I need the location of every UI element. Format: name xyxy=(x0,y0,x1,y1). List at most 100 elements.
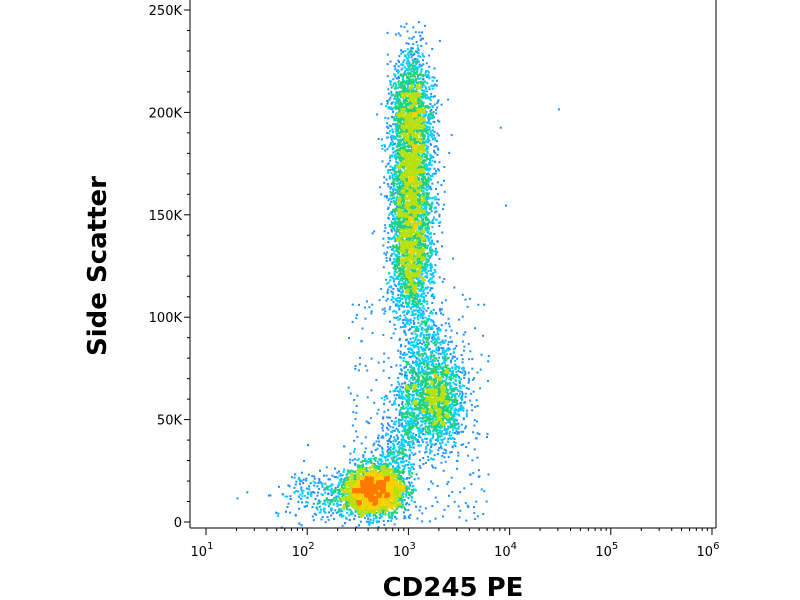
event-dot xyxy=(306,496,309,499)
event-dot xyxy=(325,499,328,502)
event-dot xyxy=(408,355,411,358)
event-dot xyxy=(393,261,396,264)
event-dot xyxy=(425,121,428,124)
event-dot xyxy=(389,259,392,262)
event-dot xyxy=(435,112,438,115)
event-dot xyxy=(403,59,406,62)
event-dot xyxy=(418,238,421,241)
event-dot xyxy=(406,75,409,78)
event-dot xyxy=(351,320,354,323)
event-dot xyxy=(441,361,444,364)
event-dot xyxy=(429,142,432,145)
event-dot xyxy=(391,262,394,265)
event-dot xyxy=(454,379,457,381)
event-dot xyxy=(451,428,454,431)
event-dot xyxy=(409,483,412,486)
event-dot xyxy=(430,340,433,343)
event-dot xyxy=(405,87,408,90)
event-dot xyxy=(406,226,409,229)
event-dot xyxy=(422,162,425,165)
event-dot xyxy=(325,466,328,469)
event-dot xyxy=(422,121,425,124)
event-dot xyxy=(425,376,428,379)
event-dot xyxy=(457,426,460,429)
event-dot xyxy=(386,207,389,210)
event-dot xyxy=(431,182,434,185)
event-dot xyxy=(388,439,390,442)
event-dot xyxy=(397,92,399,95)
event-dot xyxy=(411,422,414,425)
event-dot xyxy=(427,135,430,138)
event-dot xyxy=(334,488,337,491)
event-dot xyxy=(383,176,386,179)
event-dot xyxy=(439,307,442,310)
event-dot xyxy=(404,439,407,442)
event-dot xyxy=(394,178,397,180)
event-dot xyxy=(475,500,478,503)
event-dot xyxy=(454,396,457,399)
event-dot xyxy=(424,422,427,425)
event-dot xyxy=(420,312,422,315)
event-dot xyxy=(417,287,420,290)
event-dot xyxy=(414,398,417,401)
event-dot xyxy=(455,427,458,430)
event-dot xyxy=(424,113,427,116)
event-dot xyxy=(392,448,395,450)
event-dot xyxy=(366,300,368,303)
event-dot xyxy=(418,247,421,250)
event-dot xyxy=(407,86,410,89)
event-dot xyxy=(395,105,398,108)
event-dot xyxy=(407,496,410,499)
event-dot xyxy=(387,520,390,522)
event-dot xyxy=(408,379,411,382)
event-dot xyxy=(388,224,391,226)
event-dot xyxy=(428,126,431,129)
event-dot xyxy=(438,221,441,224)
event-dot xyxy=(437,449,440,452)
event-dot xyxy=(398,121,401,124)
event-dot xyxy=(413,419,415,422)
event-dot xyxy=(397,294,400,297)
event-dot xyxy=(447,420,450,423)
event-dot xyxy=(402,165,405,168)
event-dot xyxy=(393,323,396,326)
event-dot xyxy=(411,310,414,313)
event-dot xyxy=(399,352,402,355)
event-dot xyxy=(381,509,384,512)
event-dot xyxy=(432,280,435,283)
event-dot xyxy=(462,369,465,372)
event-dot xyxy=(408,412,411,415)
event-dot xyxy=(417,343,420,345)
event-dot xyxy=(441,245,443,248)
event-dot xyxy=(433,354,436,357)
event-dot xyxy=(426,382,429,385)
event-dot xyxy=(427,431,430,434)
event-dot xyxy=(390,106,393,109)
event-dot xyxy=(479,387,482,390)
event-dot xyxy=(474,518,477,521)
event-dot xyxy=(422,429,425,432)
event-dot xyxy=(307,444,310,447)
event-dot xyxy=(413,325,416,328)
event-dot xyxy=(380,436,383,439)
event-dot xyxy=(419,425,422,428)
event-dot xyxy=(381,427,384,429)
event-dot xyxy=(383,144,386,146)
event-dot xyxy=(403,465,406,468)
event-dot xyxy=(486,436,488,438)
event-dot xyxy=(443,508,446,511)
event-dot xyxy=(400,497,403,500)
event-dot xyxy=(394,270,397,272)
event-dot xyxy=(305,501,308,504)
event-dot xyxy=(446,364,449,367)
event-dot xyxy=(418,314,421,317)
event-dot xyxy=(395,364,398,367)
event-dot xyxy=(424,377,427,380)
event-dot xyxy=(416,58,419,61)
event-dot xyxy=(431,302,434,304)
event-dot xyxy=(433,145,436,148)
event-dot xyxy=(433,386,436,389)
event-dot xyxy=(386,125,388,128)
event-dot xyxy=(404,282,407,284)
event-dot xyxy=(424,405,426,408)
